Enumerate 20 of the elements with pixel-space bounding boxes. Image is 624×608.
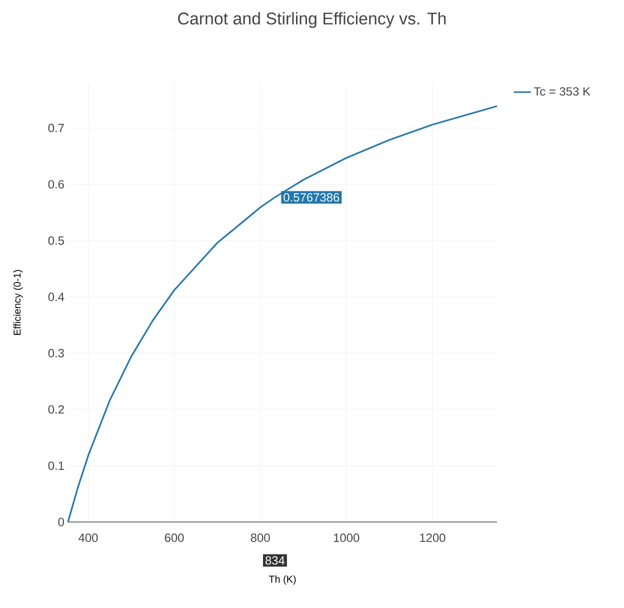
chart-title: Carnot and Stirling Efficiency vs. Th: [178, 12, 446, 28]
y-tick-label: 0.1: [48, 461, 64, 470]
line-series: [67, 105, 498, 523]
y-tick-label: 0.5: [48, 236, 64, 245]
y-axis-title: Efficiency (0-1): [13, 270, 23, 335]
x-tick-label: 1000: [334, 534, 360, 542]
y-tick-label: 0.4: [48, 292, 64, 302]
y-tick-label: 0: [58, 518, 64, 526]
legend-label: Tc = 353 K: [534, 87, 590, 96]
text: 834: [266, 556, 285, 565]
y-tick-label: 0.6: [48, 180, 64, 189]
x-tick-label: 600: [164, 534, 184, 542]
y-tick-label: 0.7: [48, 124, 64, 132]
x-tick-label: 1200: [420, 534, 446, 542]
x-tick-label: 800: [250, 534, 270, 542]
x-tick-label: 400: [78, 534, 98, 542]
y-tick-label: 0.3: [48, 348, 64, 358]
annotation: 0.5767386: [284, 193, 340, 202]
y-tick-label: 0.2: [48, 405, 64, 414]
x-axis-title: Th (K): [268, 575, 296, 585]
